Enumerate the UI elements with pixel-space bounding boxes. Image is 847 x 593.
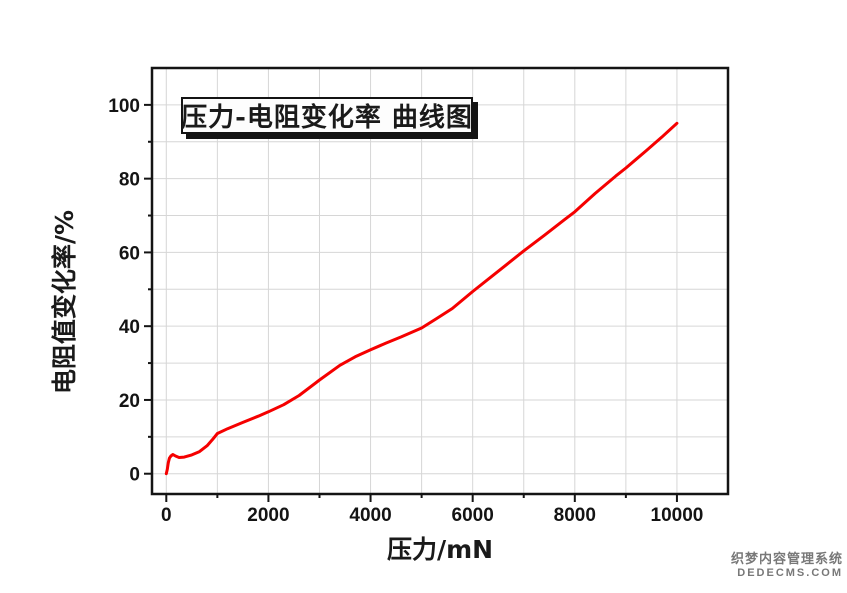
- watermark: 织梦内容管理系统 DEDECMS.COM: [731, 551, 843, 581]
- y-tick-label: 60: [119, 243, 140, 264]
- y-tick-label: 0: [129, 465, 140, 486]
- plot-area-frame: [150, 66, 730, 496]
- watermark-cn-text: 织梦内容管理系统: [730, 551, 843, 566]
- watermark-en-text: DEDECMS.COM: [737, 567, 843, 579]
- x-tick-label: 6000: [452, 505, 494, 526]
- data-series: [164, 121, 679, 476]
- x-tick-label: 2000: [247, 505, 289, 526]
- chart-title-box: 压力-电阻变化率 曲线图: [181, 97, 473, 134]
- y-tick-label: 40: [119, 317, 140, 338]
- grid-lines: [152, 68, 728, 494]
- y-tick-label: 80: [119, 170, 140, 191]
- y-tick-label: 20: [119, 391, 140, 412]
- x-tick-label: 8000: [554, 505, 596, 526]
- y-tick-label: 100: [108, 96, 140, 117]
- x-tick-label: 10000: [651, 505, 704, 526]
- chart-title: 压力-电阻变化率 曲线图: [181, 103, 473, 133]
- axis-ticks: [144, 103, 678, 502]
- axis-tick-labels: 0 2000 4000 6000 8000 10000 0 20 40 60 80 100: [108, 96, 703, 526]
- y-axis-label: 电阻值变化率/%: [50, 209, 79, 395]
- x-tick-label: 4000: [349, 505, 391, 526]
- x-axis-label: 压力/mN: [386, 535, 494, 564]
- x-tick-label: 0: [161, 505, 172, 526]
- data-series-line: [164, 121, 679, 476]
